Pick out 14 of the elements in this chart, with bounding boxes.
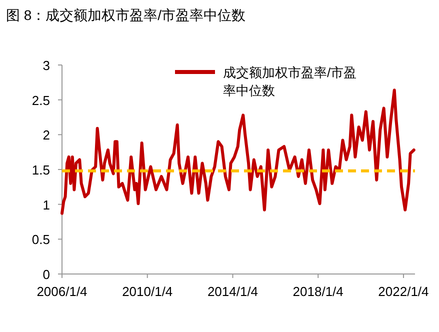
chart-title: 图 8：成交额加权市盈率/市盈率中位数 <box>6 7 246 23</box>
y-tick-label: 3 <box>42 58 50 73</box>
y-tick-label: 0 <box>42 267 50 282</box>
x-tick-label: 2022/1/4 <box>378 284 429 299</box>
legend-label: 成交额加权市盈率/市盈率中位数 <box>223 65 357 98</box>
y-tick-label: 0.5 <box>32 232 50 248</box>
y-tick-label: 2 <box>42 128 50 143</box>
x-tick-label: 2006/1/4 <box>36 284 88 299</box>
x-tick-label: 2010/1/4 <box>122 284 173 299</box>
y-tick-label: 1.5 <box>32 162 50 178</box>
y-tick-label: 1 <box>42 197 50 212</box>
x-tick-label: 2014/1/4 <box>207 284 258 299</box>
y-tick-label: 2.5 <box>32 92 50 108</box>
x-tick-label: 2018/1/4 <box>292 284 344 299</box>
